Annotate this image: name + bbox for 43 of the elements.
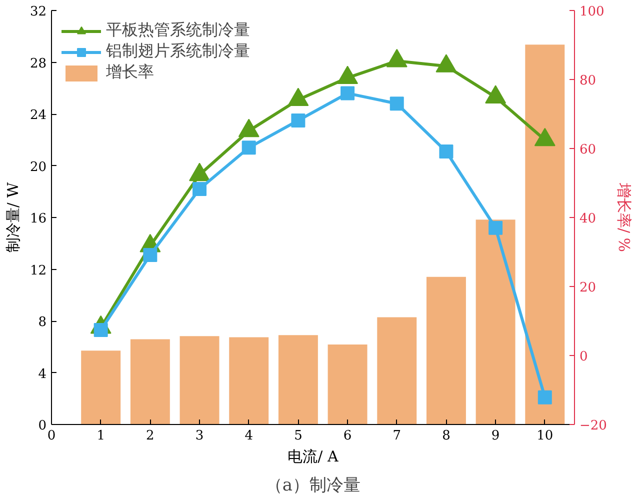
text: （a）制冷量	[265, 476, 361, 496]
bar	[377, 317, 417, 424]
y2-tick-label: 80	[580, 74, 596, 88]
bar	[180, 336, 220, 424]
y-tick-label: 32	[30, 4, 47, 20]
y2-tick-label: 0	[580, 350, 588, 364]
x-tick-label: 10	[536, 428, 554, 444]
y2-tick-label: 100	[580, 4, 604, 20]
y-tick-label: 16	[30, 212, 47, 226]
bar	[278, 335, 318, 424]
x-axis-title: 电流/ A	[288, 448, 338, 466]
x-tick-label: 9	[491, 428, 500, 444]
y-tick-label: 0	[38, 418, 47, 434]
x-tick-label: 7	[392, 428, 402, 444]
bar	[426, 276, 466, 424]
bar	[476, 220, 516, 424]
y2-tick-label: 40	[580, 212, 596, 226]
y-tick-label: 24	[30, 108, 47, 123]
legend-label: 增长率	[106, 62, 154, 83]
x-tick-label: 4	[244, 428, 254, 444]
bar	[328, 344, 368, 424]
x-tick-label: 1	[96, 428, 105, 444]
bar	[229, 337, 269, 424]
bar	[130, 339, 170, 424]
y2-tick-label: −20	[580, 418, 607, 434]
legend-label: 铝制翅片系统制冷量	[106, 41, 250, 62]
bar	[81, 350, 121, 424]
y-tick-label: 4	[38, 366, 47, 382]
x-tick-label: 2	[146, 428, 154, 444]
x-tick-label: 8	[442, 428, 450, 444]
y2-tick-label: 60	[580, 142, 596, 158]
y2-tick-label: 20	[580, 280, 596, 296]
x-tick-label: 5	[294, 428, 302, 444]
x-tick-label: 6	[343, 428, 352, 444]
legend-label: 平板热管系统制冷量	[106, 20, 250, 41]
y-tick-label: 8	[38, 315, 47, 330]
y-axis-title: 制冷量/ W	[4, 182, 22, 253]
bar	[525, 44, 565, 424]
x-tick-label: 3	[195, 428, 204, 444]
y-tick-label: 20	[30, 160, 47, 175]
y-tick-label: 12	[30, 263, 47, 278]
y2-axis-title: 增长率/ %	[614, 182, 633, 252]
y-tick-label: 28	[30, 56, 47, 72]
